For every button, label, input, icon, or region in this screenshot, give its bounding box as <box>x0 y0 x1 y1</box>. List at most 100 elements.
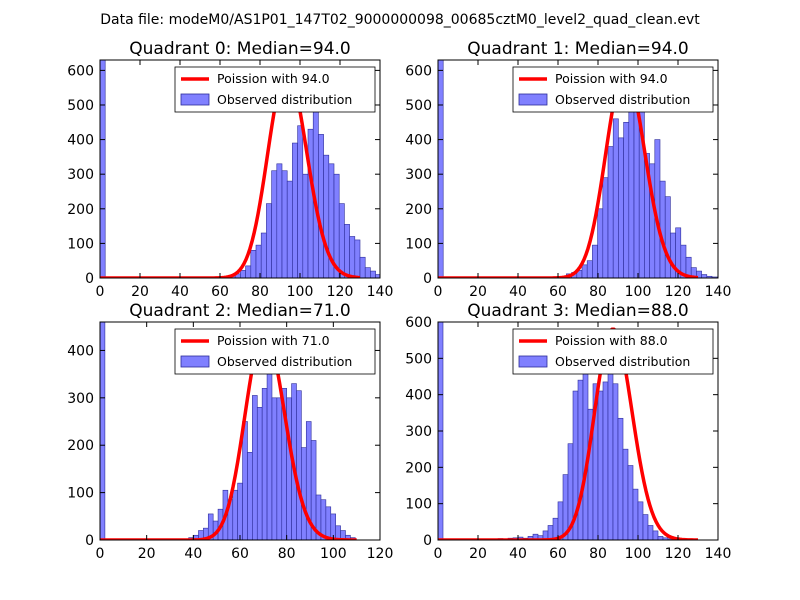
y-tick-label: 500 <box>67 98 94 114</box>
x-tick-label: 100 <box>625 284 652 300</box>
histogram-bar <box>612 118 619 278</box>
histogram-bar <box>381 276 386 278</box>
quadrant-panel-2: Quadrant 2: Median=71.0 0 20 40 60 80 100 120 0 1… <box>67 301 393 562</box>
x-tick-label: 80 <box>251 284 269 300</box>
histogram-bar <box>250 250 257 278</box>
poisson-curve <box>100 68 361 278</box>
histogram-bar <box>627 465 634 540</box>
histogram-bar <box>260 232 267 278</box>
x-tick-label: 20 <box>131 284 149 300</box>
x-tick-label: 100 <box>320 546 347 562</box>
x-tick-label: 80 <box>589 546 607 562</box>
x-tick-label: 60 <box>231 546 249 562</box>
histogram-bar <box>276 163 283 278</box>
y-tick-label: 600 <box>405 63 432 79</box>
histogram-bar <box>100 322 106 540</box>
y-tick-label: 200 <box>405 202 432 218</box>
y-tick-label: 0 <box>85 271 94 287</box>
histogram-bar <box>310 440 317 540</box>
y-tick-label: 300 <box>405 424 432 440</box>
y-tick-label: 200 <box>67 438 94 454</box>
legend-label-poisson: Poission with 71.0 <box>217 333 330 348</box>
x-tick-label: 20 <box>469 284 487 300</box>
histogram-bar <box>281 170 288 278</box>
histogram-bar <box>252 395 258 540</box>
histogram-bar <box>592 244 598 278</box>
histogram-bar <box>597 208 604 278</box>
quadrant-panel-3: Quadrant 3: Median=88.0 0 20 40 60 80 100 120 14… <box>405 301 731 562</box>
histogram-bar <box>652 530 659 540</box>
histogram-bar <box>338 203 345 278</box>
histogram-bar <box>354 239 361 278</box>
x-tick-label: 140 <box>367 284 394 300</box>
histogram-bar <box>642 514 649 540</box>
x-tick-label: 100 <box>625 546 652 562</box>
histogram-bar <box>301 447 307 540</box>
histogram-bar <box>349 236 356 278</box>
y-tick-label: 400 <box>67 133 94 149</box>
histogram-bar <box>247 452 253 540</box>
histogram-bar <box>623 121 630 278</box>
legend-label-poisson: Poission with 94.0 <box>555 71 668 86</box>
x-tick-label: 60 <box>211 284 229 300</box>
histogram-bar <box>286 180 293 278</box>
histogram-bar <box>438 60 444 278</box>
legend: Poission with 94.0 Observed distribution <box>174 66 376 113</box>
x-tick-label: 140 <box>705 284 732 300</box>
x-tick-label: 140 <box>705 546 732 562</box>
histogram-bar <box>261 388 268 540</box>
histogram-bar <box>266 203 272 278</box>
legend-bar-swatch <box>180 93 210 106</box>
panel-title: Quadrant 0: Median=94.0 <box>129 39 351 59</box>
x-tick-label: 40 <box>184 546 202 562</box>
histogram-bar <box>657 536 664 540</box>
poisson-curve <box>438 327 699 540</box>
panel-title: Quadrant 1: Median=94.0 <box>467 39 689 59</box>
legend: Poission with 88.0 Observed distribution <box>512 328 714 375</box>
histogram-bar <box>586 260 593 278</box>
y-tick-label: 400 <box>67 343 94 359</box>
histogram-bar <box>602 381 609 540</box>
histogram-bar <box>664 196 671 278</box>
legend-label-observed: Observed distribution <box>555 354 690 369</box>
plot-area <box>100 60 386 278</box>
histogram-bar <box>617 417 624 540</box>
x-tick-label: 120 <box>327 284 354 300</box>
histogram-bar <box>577 379 584 540</box>
histogram-bar <box>245 265 252 278</box>
legend-label-poisson: Poission with 88.0 <box>555 333 668 348</box>
histogram-bar <box>602 177 609 278</box>
histogram-bar <box>612 383 619 540</box>
legend-label-observed: Observed distribution <box>555 92 690 107</box>
quadrant-panel-1: Quadrant 1: Median=94.0 0 20 40 60 80 100 120 14… <box>405 39 731 300</box>
histogram-bar <box>307 128 314 278</box>
histogram-bar <box>240 270 246 278</box>
y-tick-label: 100 <box>405 236 432 252</box>
histogram-bar <box>323 154 330 278</box>
y-tick-label: 100 <box>67 236 94 252</box>
y-tick-label: 600 <box>405 315 432 331</box>
legend-bar-swatch <box>180 355 210 368</box>
histogram-bar <box>597 390 604 540</box>
y-tick-label: 400 <box>405 388 432 404</box>
histogram-bar <box>637 501 644 540</box>
legend: Poission with 94.0 Observed distribution <box>512 66 714 113</box>
y-tick-label: 100 <box>67 486 94 502</box>
histogram-bar <box>232 489 238 540</box>
x-tick-label: 40 <box>171 284 189 300</box>
y-tick-label: 500 <box>405 351 432 367</box>
legend-label-observed: Observed distribution <box>217 92 352 107</box>
y-tick-label: 0 <box>423 271 432 287</box>
x-tick-label: 20 <box>138 546 156 562</box>
histogram-bar <box>292 142 298 278</box>
histogram-bar <box>276 397 283 540</box>
y-tick-label: 600 <box>67 63 94 79</box>
axes-frame <box>99 59 381 279</box>
quadrant-panel-0: Quadrant 0: Median=94.0 0 20 40 60 80 100 120 14… <box>67 39 393 300</box>
histogram-bar <box>364 267 371 278</box>
x-tick-label: 100 <box>287 284 314 300</box>
histogram-bar <box>607 146 614 278</box>
histogram-bar <box>266 369 273 540</box>
y-tick-label: 200 <box>67 202 94 218</box>
